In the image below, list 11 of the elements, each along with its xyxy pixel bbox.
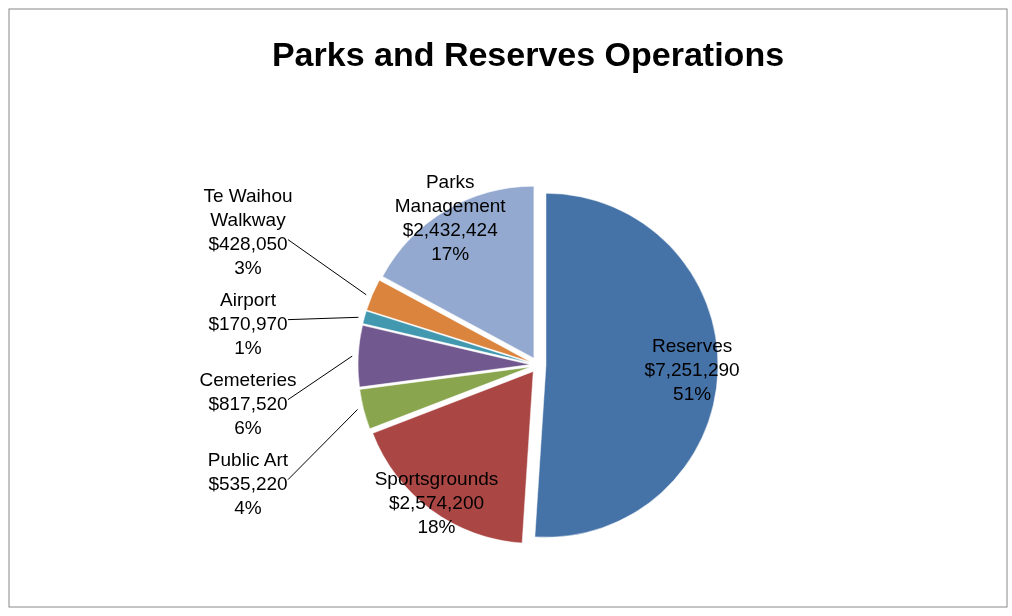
slice-label: Te Waihou Walkway (203, 184, 293, 230)
data-label: $2,432,424 17% (402, 218, 499, 264)
data-label: $817,520 6% (208, 392, 288, 438)
slice-label: Public Art (207, 448, 289, 470)
slice-label: Airport (220, 288, 277, 310)
data-label: $428,050 3% (208, 232, 288, 278)
data-label: $170,970 1% (208, 312, 288, 358)
data-label: $535,220 4% (208, 472, 288, 518)
slice-label: Parks Management (394, 170, 507, 216)
slice-label: Cemeteries (199, 368, 297, 390)
chart-title: Parks and Reserves Operations (271, 35, 785, 73)
